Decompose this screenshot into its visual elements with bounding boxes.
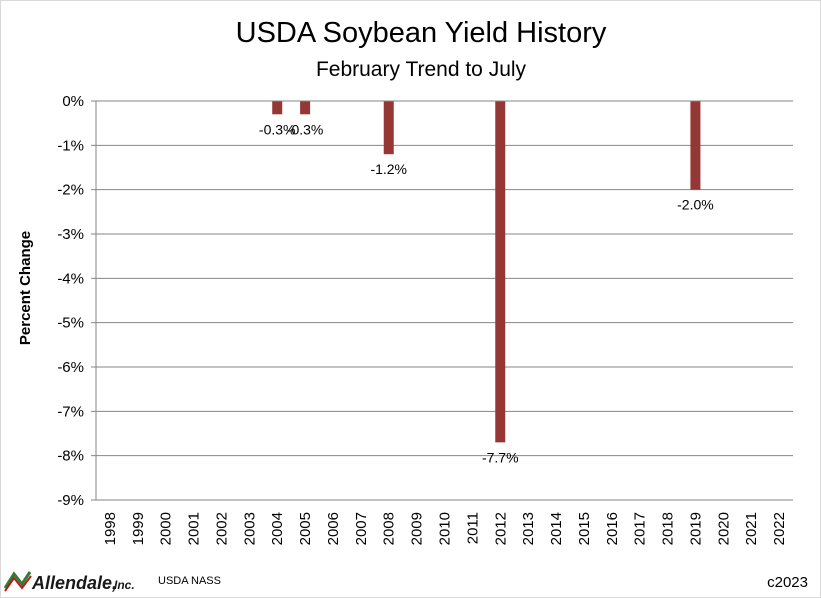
source-note: USDA NASS [158,575,221,587]
y-tick-label: -6% [57,359,84,376]
y-tick-label: -2% [57,182,84,199]
x-tick-label: 2008 [381,512,398,545]
x-tick-label: 2006 [325,512,342,545]
x-tick-label: 1998 [102,512,119,545]
logo-name: Allendale, [31,573,117,593]
data-label-2005: -0.3% [287,121,324,137]
x-tick-label: 2003 [241,512,258,545]
y-tick-label: -3% [57,226,84,243]
y-tick-label: -8% [57,448,84,465]
bar-2012 [495,101,506,443]
data-label-2004: -0.3% [259,121,296,137]
y-tick-label: 0% [62,93,84,110]
chart-title: USDA Soybean Yield History [236,17,607,49]
x-tick-label: 2022 [771,512,788,545]
x-tick-label: 2009 [409,512,426,545]
x-tick-labels: 1998 1999 2000 2001 2002 2003 2004 2005 2006 2007… [102,512,788,545]
bar-2019 [690,101,701,190]
x-tick-label: 2013 [520,512,537,545]
x-tick-label: 2014 [548,512,565,545]
x-tick-label: 2016 [604,512,621,545]
bars [272,101,701,443]
x-tick-label: 2001 [186,512,203,545]
x-tick-label: 2007 [353,512,370,545]
data-label-2008: -1.2% [370,161,407,177]
x-tick-label: 2018 [660,512,677,545]
y-tick-label: -9% [57,492,84,509]
x-tick-label: 2019 [687,512,704,545]
copyright: c2023 [767,574,808,591]
x-tick-label: 2000 [158,512,175,545]
x-tick-label: 2010 [437,512,454,545]
y-tick-label: -7% [57,403,84,420]
data-label-2019: -2.0% [677,197,714,213]
y-tick-label: -4% [57,270,84,287]
y-tick-label: -1% [57,137,84,154]
chart-subtitle: February Trend to July [316,58,527,81]
y-tick-labels: 0% -1% -2% -3% -4% -5% -6% -7% -8% -9% [57,93,84,509]
x-tick-label: 2002 [213,512,230,545]
bar-2004 [272,101,283,115]
x-tick-label: 2004 [269,512,286,545]
data-labels: -0.3%-0.3% -1.2% -7.7% -2.0% [259,121,714,465]
gridlines [91,100,793,501]
data-label-2012: -7.7% [482,449,519,465]
bar-2005 [300,101,311,115]
x-tick-label: 2021 [743,512,760,545]
x-tick-label: 2020 [715,512,732,545]
x-tick-label: 2011 [464,512,481,544]
logo-suffix: Inc. [114,578,135,592]
y-tick-label: -5% [57,315,84,332]
x-tick-label: 1999 [130,512,147,545]
x-tick-label: 2015 [576,512,593,545]
bar-2008 [383,101,394,155]
allendale-logo: Allendale, Inc. [3,571,135,593]
x-tick-label: 2017 [632,512,649,545]
x-tick-label: 2005 [297,512,314,545]
x-tick-label: 2012 [492,512,509,545]
y-axis-label: Percent Change [17,231,34,345]
allendale-chevron-logo-icon [3,571,32,592]
